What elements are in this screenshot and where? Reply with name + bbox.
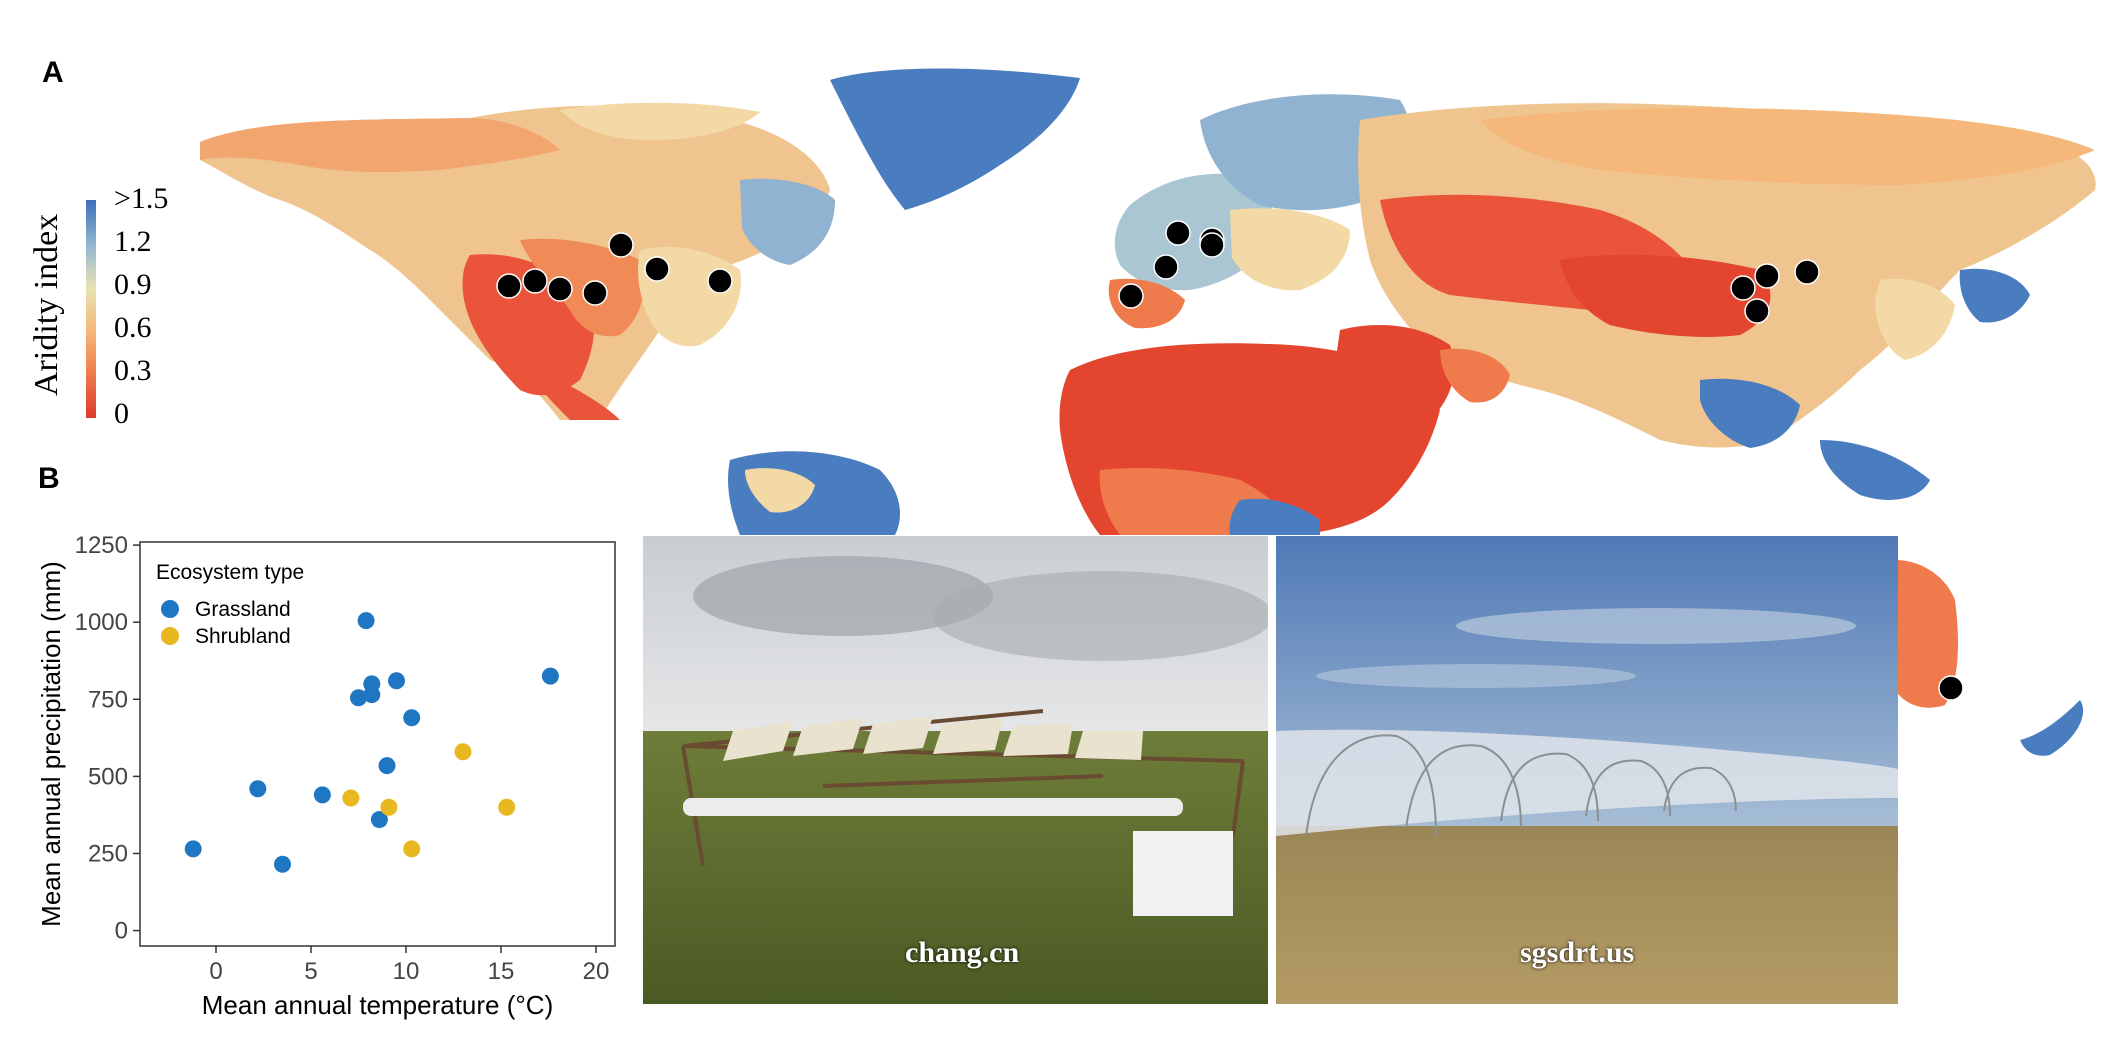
- site-marker: [1199, 232, 1225, 258]
- data-point-grassland: [184, 840, 202, 858]
- site-marker: [582, 280, 608, 306]
- y-tick-label: 0: [115, 918, 128, 945]
- legend-tick: 0.3: [114, 354, 152, 387]
- data-point-shrubland: [498, 798, 516, 816]
- legend-tick: 0.6: [114, 311, 152, 344]
- data-point-grassland: [541, 667, 559, 685]
- north-america: [200, 102, 835, 420]
- photo-caption-1: chang.cn: [905, 936, 1020, 969]
- plot-frame: [139, 541, 616, 947]
- legend-tick: 1.2: [114, 225, 152, 258]
- rainout-shelter-image: [643, 536, 1268, 1004]
- photo-rainout-shelter: chang.cn: [643, 536, 1268, 1004]
- site-markers: [496, 220, 1964, 701]
- data-point-grassland: [378, 757, 396, 775]
- asia: [1335, 103, 2096, 500]
- x-tick-label: 20: [583, 958, 610, 985]
- legend-marker-shrubland: [161, 627, 179, 645]
- legend-marker-grassland: [161, 600, 179, 618]
- australia: [1895, 560, 2084, 756]
- data-point-grassland: [249, 780, 267, 798]
- data-point-grassland: [274, 855, 291, 873]
- x-tick-label: 5: [304, 958, 317, 985]
- legend-tick: 0.9: [114, 268, 152, 301]
- photo-greenhouse: sgsdrt.us: [1276, 536, 1898, 1004]
- y-axis-label: Mean annual precipitation (mm): [36, 561, 66, 927]
- data-point-grassland: [388, 672, 405, 690]
- data-point-grassland: [370, 811, 388, 829]
- data-point-shrubland: [454, 743, 472, 761]
- data-point-shrubland: [342, 789, 360, 807]
- legend-title: Ecosystem type: [156, 561, 304, 584]
- data-point-shrubland: [380, 798, 398, 816]
- site-marker: [1938, 675, 1964, 701]
- site-marker: [644, 256, 670, 282]
- data-point-grassland: [357, 612, 375, 630]
- site-marker: [1794, 259, 1820, 285]
- site-marker: [522, 268, 548, 294]
- y-tick-label: 250: [88, 840, 128, 867]
- y-tick-label: 750: [88, 686, 128, 713]
- site-marker: [1744, 298, 1770, 324]
- legend-label-shrubland: Shrubland: [195, 625, 291, 648]
- greenland: [830, 68, 1080, 210]
- site-marker: [707, 268, 733, 294]
- y-tick-label: 1250: [75, 532, 128, 559]
- panel-label-b: B: [38, 462, 60, 495]
- y-tick-label: 1000: [75, 609, 128, 636]
- x-tick-label: 10: [393, 958, 420, 985]
- site-marker: [608, 232, 634, 258]
- site-marker: [496, 273, 522, 299]
- site-marker: [1165, 220, 1191, 246]
- greenhouse-image: [1276, 536, 1898, 1004]
- data-point-shrubland: [403, 840, 421, 858]
- data-point-grassland: [313, 786, 331, 804]
- site-marker: [1754, 263, 1780, 289]
- y-tick-label: 500: [88, 763, 128, 790]
- site-marker: [1153, 254, 1179, 280]
- legend-label-grassland: Grassland: [195, 598, 291, 621]
- data-point-grassland: [403, 709, 421, 727]
- x-tick-label: 0: [209, 958, 222, 985]
- site-marker: [1118, 283, 1144, 309]
- legend-tick: 0: [114, 397, 129, 430]
- data-point-grassland: [350, 689, 367, 707]
- legend-colorbar: [86, 200, 96, 418]
- x-axis-label: Mean annual temperature (°C): [202, 990, 553, 1020]
- panel-label-a: A: [42, 56, 64, 89]
- x-tick-label: 15: [488, 958, 515, 985]
- legend-tick: >1.5: [114, 182, 169, 215]
- data-point-grassland: [363, 686, 381, 704]
- south-america-dry: [745, 468, 815, 513]
- site-marker: [547, 276, 573, 302]
- site-marker: [1730, 275, 1756, 301]
- photo-caption-2: sgsdrt.us: [1520, 936, 1635, 969]
